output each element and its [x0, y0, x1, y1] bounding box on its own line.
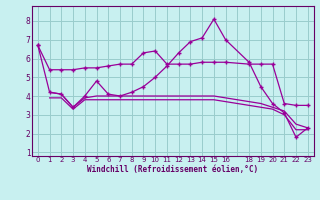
X-axis label: Windchill (Refroidissement éolien,°C): Windchill (Refroidissement éolien,°C)	[87, 165, 258, 174]
